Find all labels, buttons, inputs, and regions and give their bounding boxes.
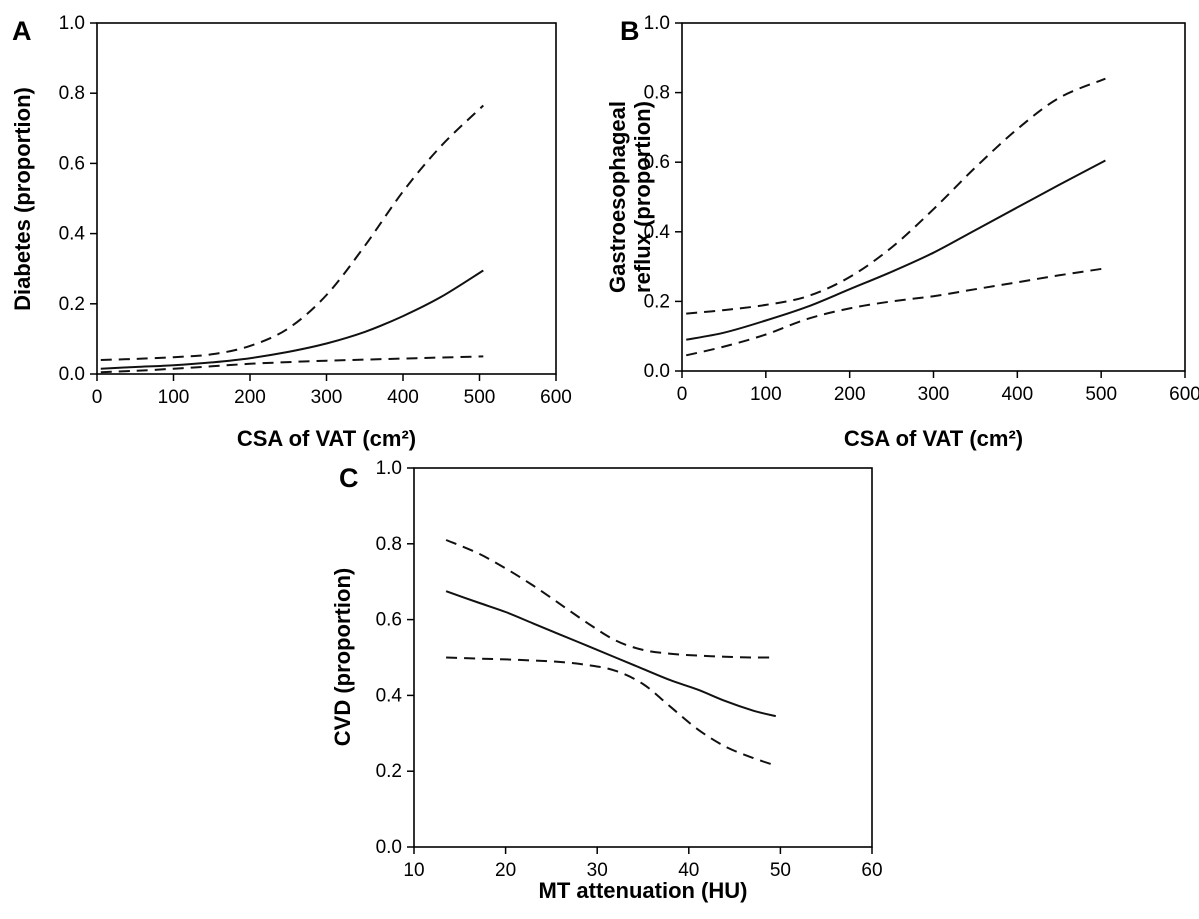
panel-a-x-tick-label: 400 (387, 387, 419, 408)
panel-b-lower-ci-line (685, 267, 1106, 357)
panel-b-y-axis-title: Gastroesophagealreflux (proportion) (605, 101, 655, 293)
panel-b-x-tick-label: 300 (918, 384, 950, 405)
panel-b-plot-frame (681, 22, 1186, 372)
panel-a-y-tick-label: 0.4 (59, 224, 86, 245)
panel-b: B 0.0 0.2 0.4 0.6 0.8 1.0 0 100 200 300 400 500 600 CS… (605, 13, 1199, 451)
panel-a-plot-frame (96, 22, 557, 375)
panel-a-y-tick-label: 0.0 (59, 364, 85, 385)
panel-b-y-tick-label: 0.4 (644, 222, 671, 243)
panel-b-x-tick-label: 100 (750, 384, 782, 405)
panel-c: C 0.0 0.2 0.4 0.6 0.8 1.0 10 20 30 40 50 60 MT attenu… (330, 458, 883, 903)
panel-a-letter: A (12, 16, 32, 46)
panel-c-x-tick-label: 40 (678, 860, 699, 881)
panel-c-lower-ci-line (446, 656, 777, 767)
panel-b-y-tick-label: 0.2 (644, 291, 670, 312)
panel-c-y-axis-title: CVD (proportion) (330, 568, 355, 746)
panel-b-x-axis-title: CSA of VAT (cm²) (844, 426, 1023, 451)
panel-c-estimate-line (445, 590, 777, 718)
panel-c-x-axis-title: MT attenuation (HU) (539, 878, 748, 903)
panel-c-x-tick-label: 10 (403, 860, 424, 881)
panel-b-y-tick-label: 0.0 (644, 361, 670, 382)
panel-b-y-tick-label: 0.8 (644, 83, 670, 104)
panel-c-x-tick-label: 20 (495, 860, 516, 881)
panel-a-x-tick-label: 600 (540, 387, 572, 408)
panel-a-y-tick-label: 0.8 (59, 83, 85, 104)
panel-a-x-axis-title: CSA of VAT (cm²) (237, 426, 416, 451)
panel-b-x-tick-label: 200 (834, 384, 866, 405)
panel-c-y-tick-label: 0.6 (376, 610, 402, 631)
panel-a-lower-ci-line (100, 355, 484, 374)
panel-b-x-tick-label: 0 (677, 384, 688, 405)
panel-c-letter: C (339, 463, 359, 493)
panel-a-upper-ci-line (100, 104, 484, 361)
panel-b-upper-ci-line (686, 77, 1106, 315)
panel-c-y-tick-label: 1.0 (376, 458, 402, 479)
panel-a-x-tick-label: 100 (158, 387, 190, 408)
panel-c-upper-ci-line (445, 539, 776, 659)
panel-c-y-tick-label: 0.4 (376, 685, 403, 706)
panel-c-x-tick-label: 60 (861, 860, 882, 881)
panel-a-y-tick-label: 0.6 (59, 153, 85, 174)
panel-b-x-tick-label: 500 (1085, 384, 1117, 405)
panel-a-y-tick-label: 0.2 (59, 294, 85, 315)
panel-c-y-tick-label: 0.0 (376, 837, 402, 858)
panel-a-y-axis-title: Diabetes (proportion) (10, 87, 35, 311)
panel-a-x-tick-label: 200 (234, 387, 266, 408)
panel-c-y-tick-label: 0.2 (376, 761, 402, 782)
panel-c-x-tick-label: 30 (587, 860, 608, 881)
panel-a-y-tick-label: 1.0 (59, 13, 85, 34)
panel-a-x-tick-label: 300 (311, 387, 343, 408)
panel-b-estimate-line (686, 159, 1106, 341)
panel-c-x-tick-label: 50 (770, 860, 791, 881)
panel-a-estimate-line (100, 269, 484, 370)
panel-c-y-tick-label: 0.8 (376, 534, 402, 555)
panel-b-y-tick-label: 0.6 (644, 152, 670, 173)
panel-b-x-tick-label: 400 (1001, 384, 1033, 405)
panel-b-y-tick-label: 1.0 (644, 13, 670, 34)
panel-c-plot-frame (413, 467, 873, 848)
panel-b-x-tick-label: 600 (1169, 384, 1199, 405)
panel-a-x-tick-label: 500 (464, 387, 496, 408)
panel-a: A 0.0 0.2 0.4 0.6 0.8 1.0 0 100 200 300 400 500 600 CS… (10, 13, 572, 451)
panel-a-x-tick-label: 0 (92, 387, 103, 408)
panel-b-letter: B (620, 16, 640, 46)
